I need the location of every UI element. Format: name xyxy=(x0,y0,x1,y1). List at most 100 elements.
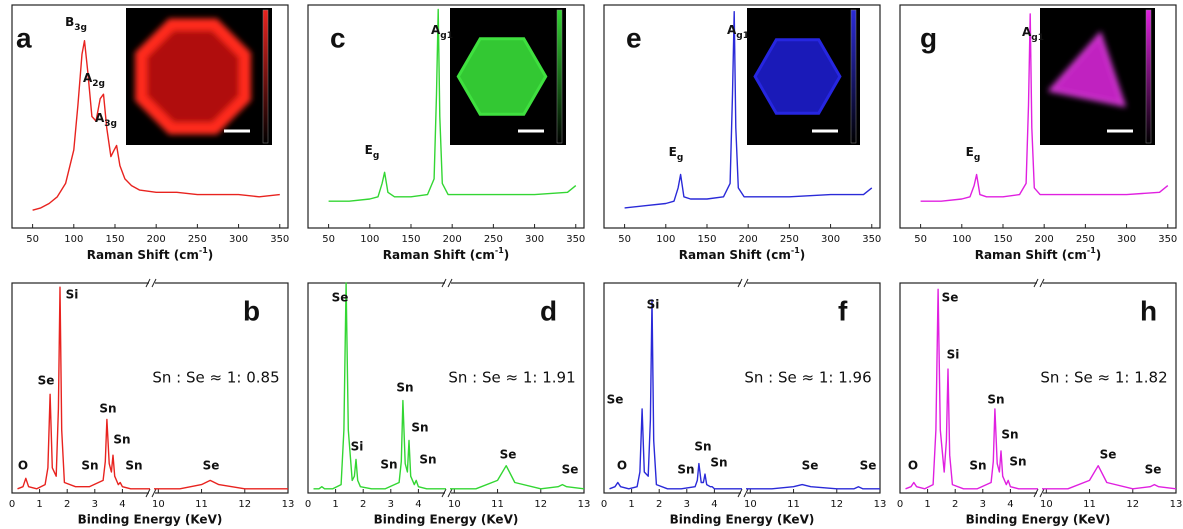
ratio-label: Sn : Se ≈ 1: 1.82 xyxy=(1040,369,1167,387)
x-axis-label-text: Raman Shift (cm xyxy=(87,248,199,262)
spectrum-line xyxy=(906,289,1177,489)
x-tick-label: 2 xyxy=(64,499,70,510)
x-tick-label: 200 xyxy=(1035,234,1054,245)
x-tick-label: 3 xyxy=(684,499,690,510)
peak-label: Sn xyxy=(694,440,711,454)
x-tick-label: 300 xyxy=(821,234,840,245)
peak-label: Sn xyxy=(419,453,436,467)
x-tick-label: 50 xyxy=(618,234,631,245)
x-tick-label: 250 xyxy=(484,234,503,245)
peak-label: A2g xyxy=(83,71,105,89)
peak-label: Ag1 xyxy=(727,23,749,41)
peak-label: Ag1 xyxy=(431,23,453,41)
peak-label-sub: g xyxy=(974,153,980,163)
x-tick-label: 4 xyxy=(1007,499,1013,510)
peak-label-sub: 3g xyxy=(104,119,117,129)
x-axis-label: Raman Shift (cm-1) xyxy=(975,246,1102,262)
x-tick-label: 11 xyxy=(787,499,800,510)
x-tick-label: 13 xyxy=(282,499,295,510)
peak-label: Sn xyxy=(411,421,428,435)
peak-label: Eg xyxy=(669,145,684,163)
panel-letter: d xyxy=(540,295,557,326)
x-tick-label: 350 xyxy=(1158,234,1177,245)
peak-label: Si xyxy=(647,298,660,312)
x-tick-label: 0 xyxy=(9,499,15,510)
colorbar xyxy=(851,10,856,143)
x-tick-label: 4 xyxy=(119,499,125,510)
peak-label: Eg xyxy=(966,145,981,163)
x-tick-label: 50 xyxy=(322,234,335,245)
x-tick-label: 1 xyxy=(628,499,634,510)
peak-label: Sn xyxy=(113,433,130,447)
x-tick-label: 10 xyxy=(448,499,461,510)
peak-label: Se xyxy=(562,463,579,477)
peak-label-sub: g xyxy=(373,151,379,161)
peak-label-sub: g1 xyxy=(736,31,749,41)
x-tick-label: 2 xyxy=(952,499,958,510)
x-tick-label: 10 xyxy=(1040,499,1053,510)
x-tick-label: 4 xyxy=(711,499,717,510)
x-tick-label: 2 xyxy=(360,499,366,510)
peak-label: O xyxy=(908,459,918,473)
peak-label: Sn xyxy=(396,381,413,395)
x-axis-label: Raman Shift (cm-1) xyxy=(87,246,214,262)
x-tick-label: 12 xyxy=(830,499,843,510)
x-tick-label: 1 xyxy=(36,499,42,510)
spectrum-line xyxy=(610,300,881,489)
x-tick-label: 2 xyxy=(656,499,662,510)
x-tick-label: 13 xyxy=(874,499,887,510)
x-axis-label-text: Raman Shift (cm xyxy=(975,248,1087,262)
peak-label: Sn xyxy=(125,459,142,473)
peak-label: Se xyxy=(203,459,220,473)
colorbar xyxy=(1146,10,1151,143)
inset-flake xyxy=(141,25,245,129)
peak-label: Sn xyxy=(710,456,727,470)
x-tick-label: 250 xyxy=(780,234,799,245)
peak-label: Se xyxy=(332,291,349,305)
peak-label: Sn xyxy=(99,402,116,416)
peak-label: Se xyxy=(1100,448,1117,462)
peak-label: Si xyxy=(351,440,364,454)
colorbar xyxy=(557,10,562,143)
x-tick-label: 50 xyxy=(914,234,927,245)
x-tick-label: 350 xyxy=(566,234,585,245)
x-tick-label: 12 xyxy=(534,499,547,510)
peak-label: Se xyxy=(942,291,959,305)
panel-letter: f xyxy=(838,295,848,326)
x-tick-label: 3 xyxy=(92,499,98,510)
peak-label-sub: g1 xyxy=(1031,33,1044,43)
x-tick-label: 100 xyxy=(360,234,379,245)
peak-label: O xyxy=(617,459,627,473)
panel-letter: h xyxy=(1140,295,1157,326)
x-tick-label: 4 xyxy=(415,499,421,510)
peak-label: Se xyxy=(802,459,819,473)
x-tick-label: 10 xyxy=(744,499,757,510)
peak-label-main: E xyxy=(669,145,677,159)
peak-label-sub: g xyxy=(677,153,683,163)
x-tick-label: 12 xyxy=(238,499,251,510)
x-tick-label: 250 xyxy=(188,234,207,245)
ratio-label: Sn : Se ≈ 1: 0.85 xyxy=(152,369,279,387)
x-axis-label-end: ) xyxy=(1096,248,1101,262)
x-tick-label: 300 xyxy=(525,234,544,245)
peak-label-sub: g1 xyxy=(440,31,453,41)
peak-label: Eg xyxy=(365,143,380,161)
peak-label: Sn xyxy=(987,393,1004,407)
x-tick-label: 350 xyxy=(862,234,881,245)
x-tick-label: 100 xyxy=(952,234,971,245)
x-tick-label: 350 xyxy=(270,234,289,245)
panel-letter: e xyxy=(626,22,642,53)
x-axis-label: Binding Energy (KeV) xyxy=(374,513,519,527)
x-axis-label-end: ) xyxy=(208,248,213,262)
peak-label: Se xyxy=(860,459,877,473)
x-tick-label: 10 xyxy=(152,499,165,510)
figure: 50100150200250300350Raman Shift (cm-1)aB… xyxy=(0,0,1183,529)
peak-label: Sn xyxy=(380,458,397,472)
peak-label-sub: 3g xyxy=(74,23,87,33)
x-tick-label: 250 xyxy=(1076,234,1095,245)
x-tick-label: 150 xyxy=(105,234,124,245)
x-tick-label: 300 xyxy=(1117,234,1136,245)
x-tick-label: 200 xyxy=(443,234,462,245)
x-axis-label: Binding Energy (KeV) xyxy=(670,513,815,527)
x-tick-label: 11 xyxy=(195,499,208,510)
